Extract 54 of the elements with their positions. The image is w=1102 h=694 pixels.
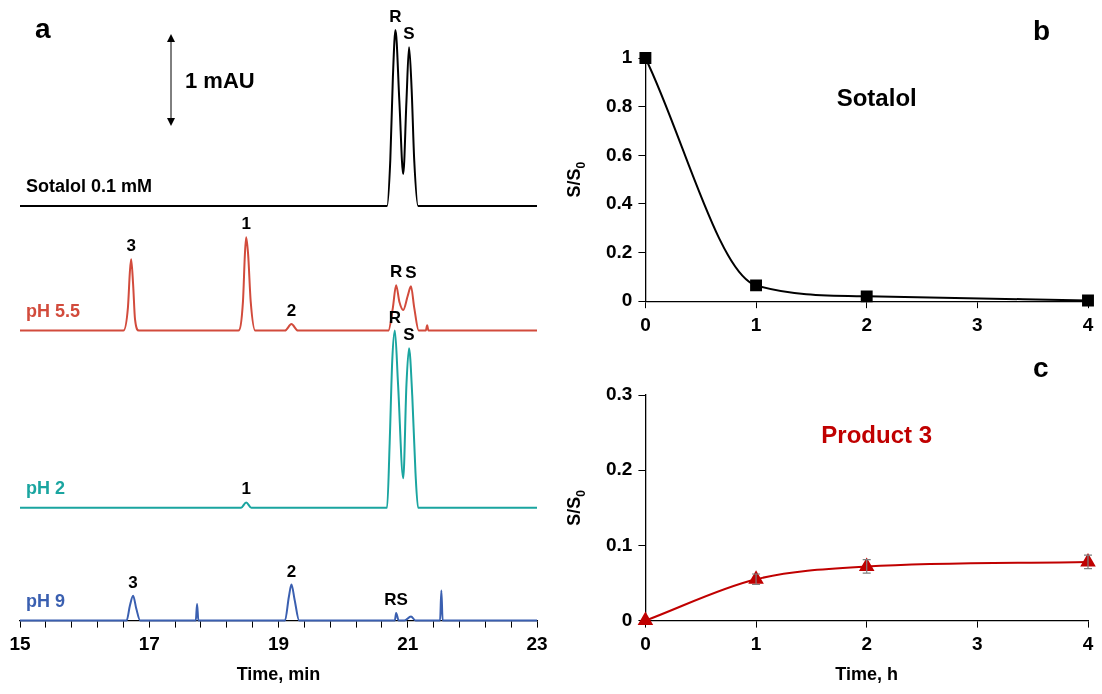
series-label: pH 5.5 — [26, 300, 81, 321]
y-axis-title: S/S0 — [564, 489, 589, 526]
annotation: S — [405, 263, 417, 283]
annotation: 3 — [128, 572, 138, 592]
y-tick-label: 0 — [621, 608, 633, 630]
x-tick-label: 3 — [972, 313, 983, 335]
annotation: S — [403, 24, 415, 44]
annotation: 3 — [126, 236, 136, 256]
y-tick-label: 0.2 — [605, 458, 633, 480]
x-tick-label: 0 — [640, 313, 651, 335]
annotation: R — [389, 262, 403, 282]
series-label: pH 9 — [26, 590, 66, 611]
text: Product 3 — [821, 421, 933, 448]
x-tick-label: 0 — [640, 633, 651, 655]
point — [638, 612, 653, 626]
x-tick-label: 19 — [267, 633, 290, 655]
x-tick-label: 4 — [1082, 313, 1094, 335]
annotation: 2 — [286, 561, 297, 581]
x-axis-title: Time, min — [236, 664, 321, 685]
y-axis-title: S/S0 — [564, 161, 589, 198]
x-tick-label: 23 — [526, 633, 548, 655]
y-tick-label: 0.4 — [605, 192, 633, 214]
x-tick-label: 2 — [861, 313, 872, 335]
text: Sotalol — [836, 84, 917, 111]
annotation: S — [403, 325, 415, 345]
x-tick-label: 1 — [750, 313, 762, 335]
y-tick-label: 0.2 — [605, 240, 633, 262]
series-label: Sotalol 0.1 mM — [26, 176, 153, 196]
y-tick-label: 1 — [621, 46, 633, 68]
x-tick-label: 2 — [861, 633, 872, 655]
annotation: 1 — [241, 479, 251, 499]
y-tick-label: 0 — [621, 289, 633, 311]
x-tick-label: 4 — [1082, 633, 1094, 655]
x-tick-label: 21 — [397, 633, 419, 655]
x-tick-label: 17 — [138, 633, 160, 655]
point — [860, 290, 873, 303]
chart-title: c — [1033, 352, 1049, 383]
chart-title: a — [35, 13, 51, 44]
y-tick-label: 0.1 — [605, 533, 633, 555]
point — [750, 279, 763, 292]
x-tick-label: 15 — [9, 633, 31, 655]
y-tick-label: 0.3 — [605, 383, 633, 405]
x-tick-label: 3 — [972, 633, 983, 655]
x-tick-label: 1 — [750, 633, 762, 655]
chart-title: b — [1033, 15, 1051, 46]
annotation: RS — [384, 589, 408, 609]
point — [1082, 294, 1094, 307]
annotation: 1 mAU — [185, 68, 255, 93]
annotation: R — [389, 7, 402, 26]
annotation: 1 — [241, 214, 251, 234]
x-axis-title: Time, h — [835, 664, 899, 685]
y-tick-label: 0.6 — [605, 143, 633, 165]
series-label: pH 2 — [26, 477, 66, 498]
y-tick-label: 0.8 — [605, 94, 633, 116]
